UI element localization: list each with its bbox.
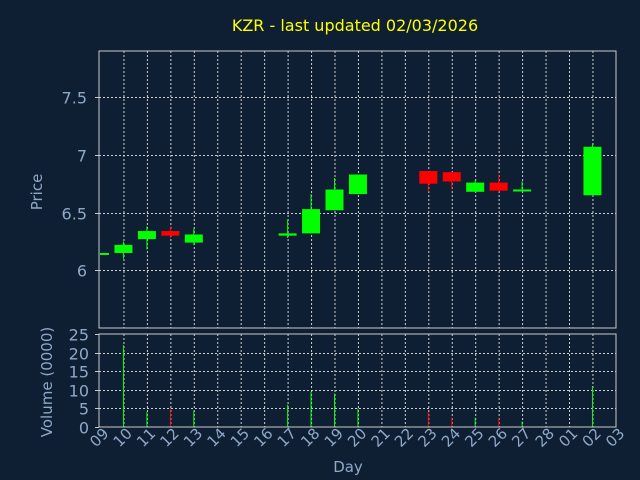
candle-body	[466, 182, 485, 192]
volume-tick-label: 20	[69, 345, 89, 364]
price-tick-labels: 6 6.5 7 7.5	[62, 89, 99, 281]
candle-body	[161, 231, 180, 236]
candle-body	[583, 146, 602, 196]
candle-body	[100, 252, 109, 255]
x-tick-labels: 0910111213141516171819202122232425262728…	[86, 425, 628, 451]
price-tick-label: 6.5	[62, 205, 87, 224]
volume-axis-label: Volume (0000)	[38, 327, 56, 437]
candle-body	[278, 233, 297, 236]
candle-body	[114, 244, 133, 253]
x-axis-label: Day	[333, 458, 363, 476]
volume-tick-label: 5	[79, 400, 89, 419]
volume-tick-label: 0	[79, 419, 89, 438]
candle-body	[348, 174, 367, 195]
candle-body	[137, 231, 156, 240]
price-tick-label: 7.5	[62, 89, 87, 108]
candle-body	[442, 172, 461, 182]
candle-body	[419, 171, 438, 184]
chart-title: KZR - last updated 02/03/2026	[232, 16, 478, 35]
price-tick-label: 6	[77, 262, 87, 281]
candles	[100, 143, 602, 259]
candle-body	[302, 209, 321, 234]
price-axis-label: Price	[28, 174, 46, 211]
candle-body	[513, 189, 532, 192]
candle-body	[325, 189, 344, 211]
volume-panel-frame	[98, 333, 617, 428]
price-panel-frame	[98, 50, 617, 329]
volume-tick-label: 25	[69, 326, 89, 345]
candle-body	[184, 234, 203, 243]
price-tick-label: 7	[77, 147, 87, 166]
volume-tick-label: 10	[69, 382, 89, 401]
volume-tick-label: 15	[69, 363, 89, 382]
volume-bars	[122, 345, 593, 427]
candle-body	[489, 182, 508, 191]
